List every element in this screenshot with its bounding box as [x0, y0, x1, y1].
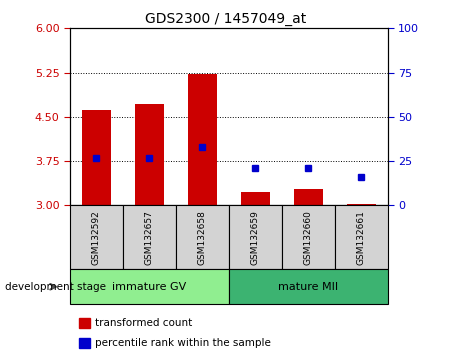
- Bar: [70, 269, 229, 304]
- Bar: [282, 205, 335, 269]
- Text: GDS2300 / 1457049_at: GDS2300 / 1457049_at: [145, 12, 306, 27]
- Bar: [135, 104, 164, 205]
- Bar: [70, 205, 123, 269]
- Text: immature GV: immature GV: [112, 282, 187, 292]
- Bar: [347, 204, 376, 205]
- Text: GSM132659: GSM132659: [251, 210, 260, 265]
- Bar: [229, 269, 388, 304]
- Text: GSM132660: GSM132660: [304, 210, 313, 265]
- Bar: [241, 192, 270, 205]
- Text: mature MII: mature MII: [278, 282, 338, 292]
- Text: GSM132658: GSM132658: [198, 210, 207, 265]
- Text: percentile rank within the sample: percentile rank within the sample: [95, 338, 271, 348]
- Bar: [82, 110, 111, 205]
- Bar: [229, 205, 282, 269]
- Text: transformed count: transformed count: [95, 318, 192, 328]
- Text: development stage: development stage: [5, 282, 106, 292]
- Bar: [294, 189, 323, 205]
- Bar: [188, 74, 217, 205]
- Bar: [123, 205, 176, 269]
- Bar: [176, 205, 229, 269]
- Text: GSM132657: GSM132657: [145, 210, 154, 265]
- Text: GSM132661: GSM132661: [357, 210, 366, 265]
- Text: GSM132592: GSM132592: [92, 210, 101, 264]
- Bar: [335, 205, 388, 269]
